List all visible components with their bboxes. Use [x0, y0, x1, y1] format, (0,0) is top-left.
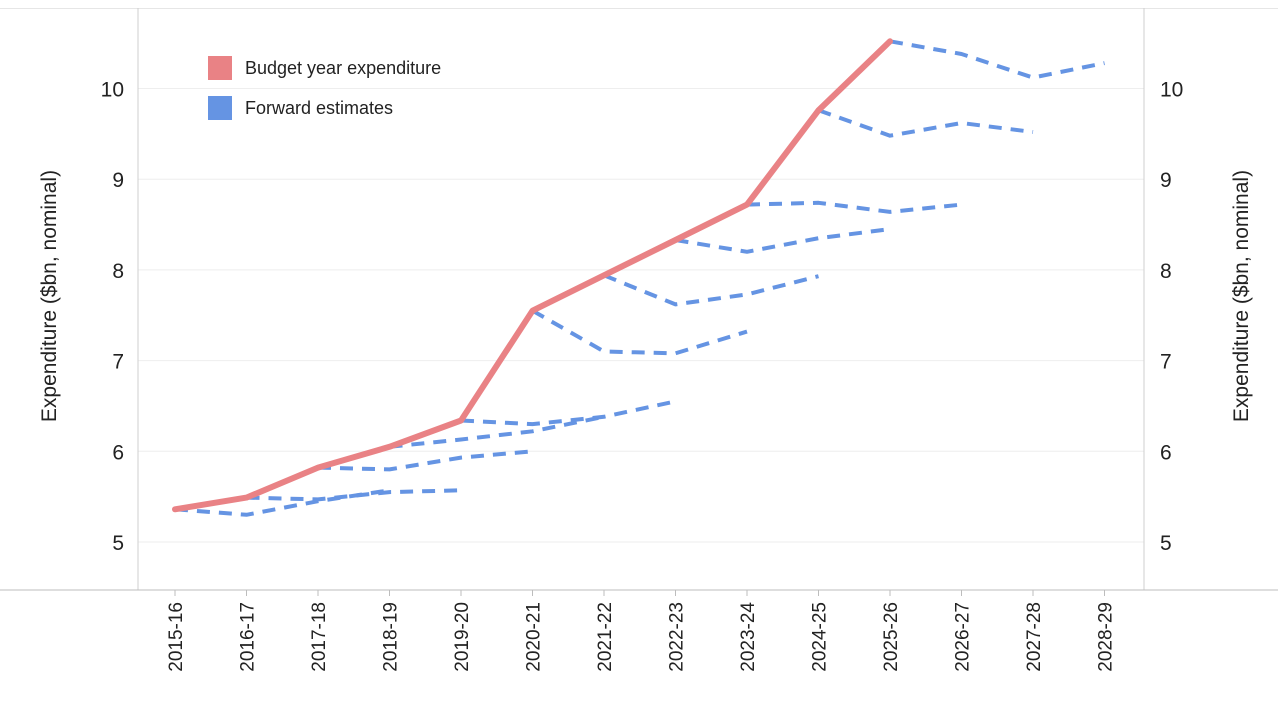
forward-estimate-line-2022-23 [675, 227, 891, 254]
legend-label-budget: Budget year expenditure [245, 58, 441, 78]
forward-estimate-line-2021-22 [603, 273, 819, 307]
legend-swatch-forward [208, 96, 232, 120]
x-tick-label: 2024-25 [810, 602, 831, 672]
y-tick-label-left: 5 [112, 532, 124, 555]
y-tick-label-right: 9 [1160, 169, 1172, 192]
forward-estimate-line-2015-16 [174, 488, 390, 517]
y-ticks-right: 5 6 7 8 9 10 [1160, 79, 1183, 556]
x-tick-label: 2017-18 [309, 602, 330, 672]
x-tick-label: 2015-16 [166, 602, 187, 672]
x-tick-label: 2019-20 [452, 602, 473, 672]
forward-estimate-line-2019-20 [460, 399, 676, 427]
x-tick-label: 2025-26 [881, 602, 902, 672]
forward-estimate-line-2018-19 [389, 414, 605, 449]
x-tick-label: 2023-24 [738, 602, 759, 672]
gridlines [138, 88, 1144, 543]
y-tick-label-right: 6 [1160, 441, 1172, 464]
legend-swatch-budget [208, 56, 232, 80]
y-ticks-left: 5 6 7 8 9 10 [101, 79, 124, 556]
y-tick-label-left: 10 [101, 79, 124, 102]
x-tick-label: 2016-17 [238, 602, 259, 672]
y-tick-label-left: 8 [112, 260, 124, 283]
forward-estimate-line-2017-18 [317, 449, 533, 472]
x-tick-label: 2021-22 [595, 602, 616, 672]
forward-estimate-line-2020-21 [531, 308, 748, 356]
y-tick-label-left: 6 [112, 441, 124, 464]
plot-frame-top [0, 8, 1278, 9]
y-tick-label-right: 8 [1160, 260, 1172, 283]
y-tick-label-left: 7 [112, 351, 124, 374]
x-tick-label: 2020-21 [524, 602, 545, 672]
legend: Budget year expenditure Forward estimate… [208, 56, 441, 120]
forward-estimate-line-2024-25 [817, 108, 1034, 138]
x-tick-label: 2022-23 [667, 602, 688, 672]
forward-estimate-line-2023-24 [746, 200, 962, 214]
y-axis-title-right: Expenditure ($bn, nominal) [1230, 170, 1253, 422]
y-tick-label-right: 7 [1160, 351, 1172, 374]
y-axis-title-left: Expenditure ($bn, nominal) [38, 170, 61, 422]
x-tick-label: 2026-27 [953, 602, 974, 672]
forward-estimate-line-2025-26 [889, 39, 1105, 80]
x-ticks: 2015-16 2016-17 2017-18 2018-19 2019-20 2020-… [166, 590, 1117, 672]
series [172, 38, 1105, 517]
x-tick-label: 2027-28 [1024, 602, 1045, 672]
y-tick-label-right: 10 [1160, 79, 1183, 102]
y-tick-label-left: 9 [112, 169, 124, 192]
x-tick-label: 2028-29 [1096, 602, 1117, 672]
legend-label-forward: Forward estimates [245, 98, 393, 118]
forward-estimate-line-2016-17 [246, 488, 462, 502]
y-tick-label-right: 5 [1160, 532, 1172, 555]
x-tick-label: 2018-19 [381, 602, 402, 672]
